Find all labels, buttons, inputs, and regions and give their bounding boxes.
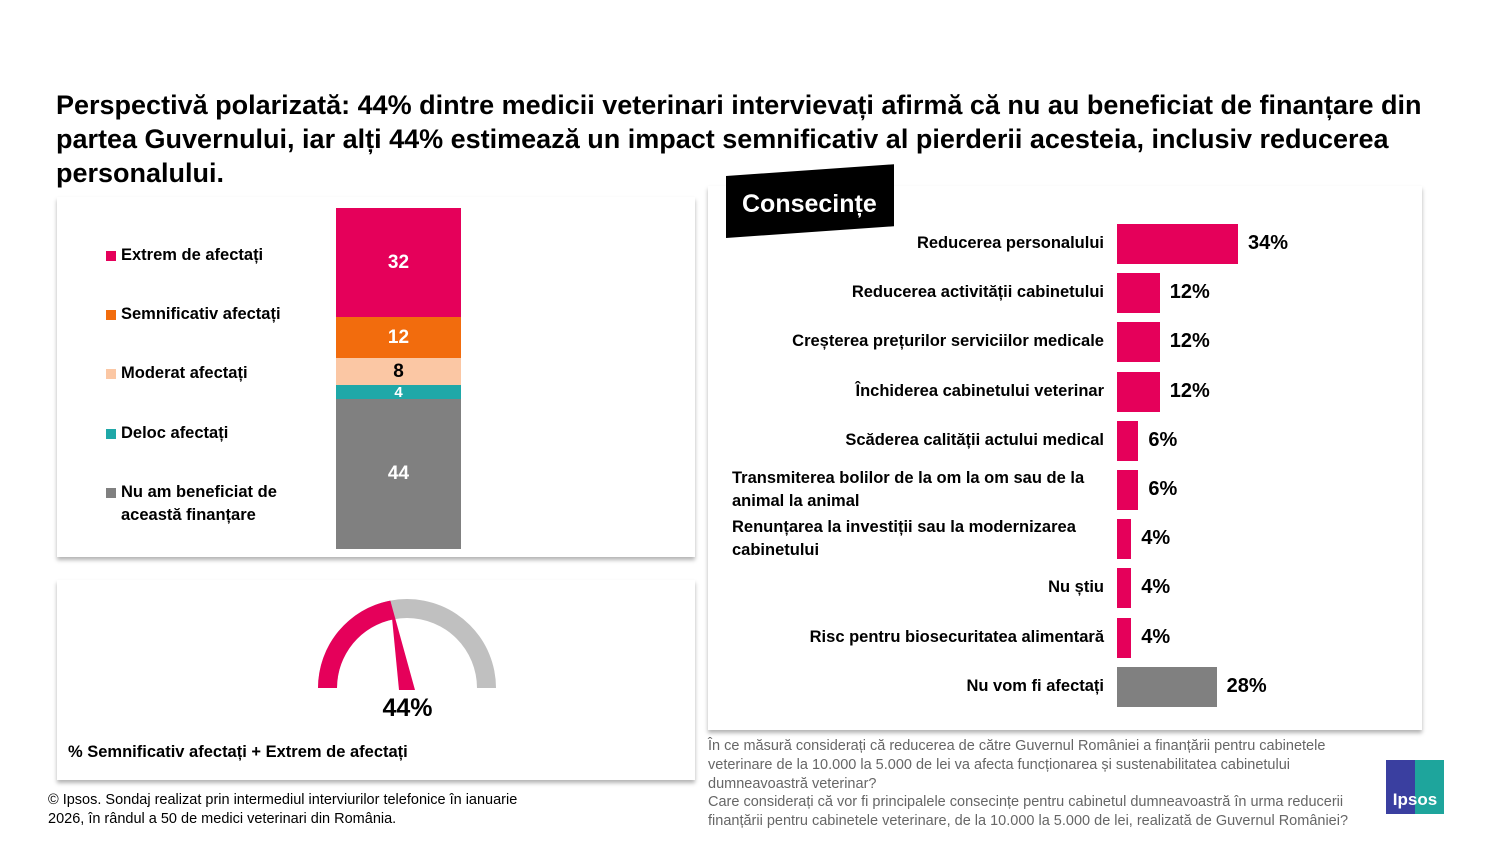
stack-segment: 32 xyxy=(336,208,461,318)
legend-item: Deloc afectați xyxy=(106,422,306,445)
bar xyxy=(1117,568,1132,609)
stack-segment: 44 xyxy=(336,398,461,549)
legend-item: Semnificativ afectați xyxy=(106,303,306,326)
bar-label: Reducerea activității cabinetului xyxy=(851,283,1104,302)
gauge-chart xyxy=(318,599,496,690)
bar-value: 4% xyxy=(1141,625,1171,648)
bar-value: 6% xyxy=(1148,478,1178,500)
legend-item: Extrem de afectați xyxy=(106,244,306,267)
bar-label: Reducerea personalului xyxy=(916,234,1104,252)
legend-swatch xyxy=(106,488,116,498)
legend-label: Deloc afectați xyxy=(121,424,229,442)
bar xyxy=(1117,470,1139,510)
legend-label: Moderat afectați xyxy=(121,364,248,382)
stack-segment: 12 xyxy=(336,317,461,359)
segment-label: 12 xyxy=(387,326,410,348)
legend-swatch xyxy=(106,369,116,379)
stack-segment: 4 xyxy=(336,383,461,401)
bar-value: 6% xyxy=(1148,428,1178,451)
bar-value: 4% xyxy=(1141,576,1171,599)
bar xyxy=(1117,617,1132,658)
legend-swatch xyxy=(106,251,116,261)
segment-label: 4 xyxy=(394,383,403,401)
bar-value: 4% xyxy=(1141,527,1171,550)
bar-label: Nu știu xyxy=(1048,578,1104,597)
bar xyxy=(1117,273,1160,314)
legend-label: Nu am beneficiat de această finanțare xyxy=(121,483,277,524)
source-note: © Ipsos. Sondaj realizat prin intermediu… xyxy=(48,792,518,827)
question-1: În ce măsură considerați că reducerea de… xyxy=(708,738,1326,792)
legend-item: Moderat afectați xyxy=(106,362,306,385)
segment-label: 44 xyxy=(387,462,410,484)
logo-text: Ipsos xyxy=(1392,790,1438,809)
segment-label: 32 xyxy=(387,251,410,273)
legend-label: Semnificativ afectați xyxy=(121,305,281,323)
gauge-fill xyxy=(318,600,394,688)
consequences-title: Consecințe xyxy=(742,190,877,218)
bar xyxy=(1117,371,1160,412)
bar xyxy=(1117,666,1217,707)
page-title: Perspectivă polarizată: 44% dintre medic… xyxy=(56,90,1422,188)
bar-label: Creșterea prețurilor serviciilor medical… xyxy=(792,332,1104,351)
ipsos-logo: Ipsos xyxy=(1386,760,1444,814)
bar-value: 28% xyxy=(1226,674,1267,697)
consequences-card xyxy=(708,186,1422,730)
bar-label: Scăderea calității actului medical xyxy=(845,430,1104,449)
bar-label: Renunțarea la investiții sau la moderniz… xyxy=(732,518,1076,560)
bar-label: Nu vom fi afectați xyxy=(966,676,1104,695)
legend-item: Nu am beneficiat de această finanțare xyxy=(106,481,306,527)
bar-value: 12% xyxy=(1169,281,1210,304)
bar xyxy=(1117,420,1139,461)
bar-value: 34% xyxy=(1248,232,1289,254)
legend-label: Extrem de afectați xyxy=(121,246,264,264)
bar-label: Risc pentru biosecuritatea alimentară xyxy=(809,627,1104,646)
bar xyxy=(1117,322,1160,363)
question-2: Care considerați că vor fi principalele … xyxy=(708,794,1349,829)
gauge-value: 44% xyxy=(382,694,433,722)
legend-swatch xyxy=(106,310,116,320)
bar-value: 12% xyxy=(1169,379,1210,402)
bar xyxy=(1117,519,1132,560)
segment-label: 8 xyxy=(393,360,404,382)
stack-segment: 8 xyxy=(336,358,461,386)
bar-value: 12% xyxy=(1169,330,1210,353)
bar-label: Transmiterea bolilor de la om la om sau … xyxy=(732,469,1085,510)
legend-swatch xyxy=(106,429,116,439)
bar xyxy=(1117,224,1239,264)
gauge-caption: % Semnificativ afectați + Extrem de afec… xyxy=(68,743,408,761)
bar-label: Închiderea cabinetului veterinar xyxy=(855,381,1105,400)
